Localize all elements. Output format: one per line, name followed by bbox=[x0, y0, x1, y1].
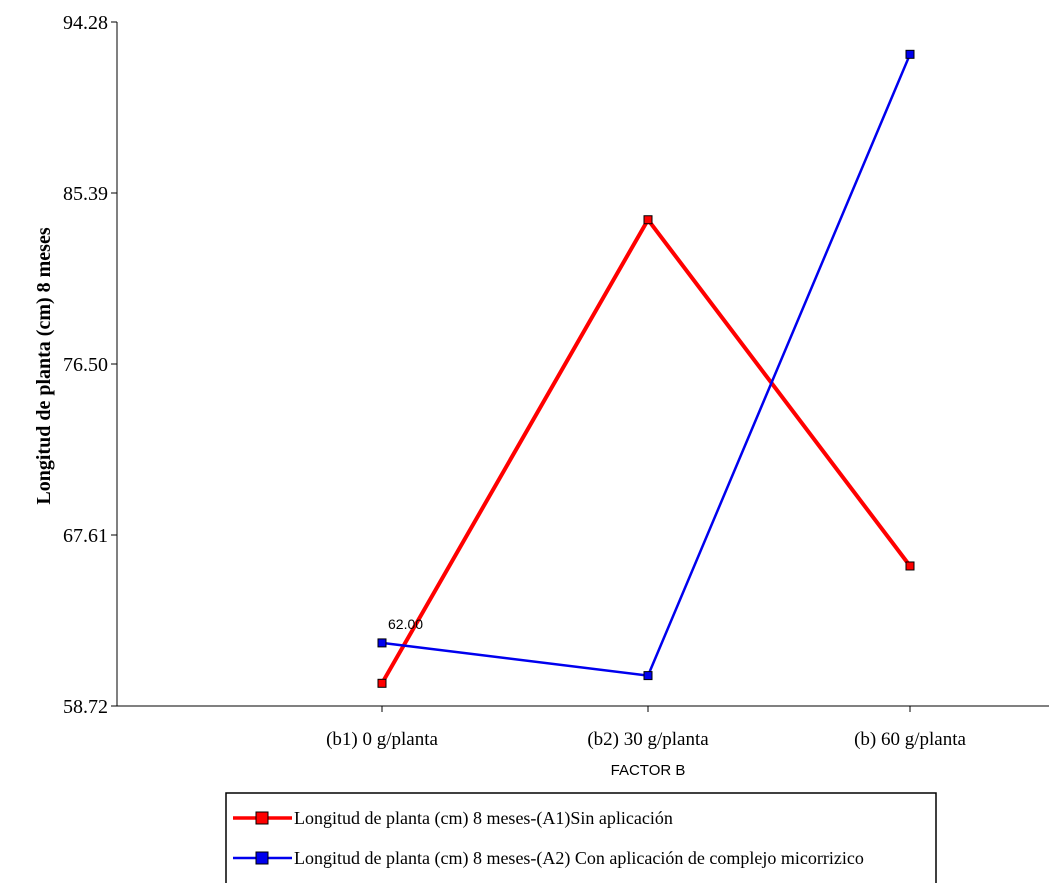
series-2-point bbox=[905, 49, 915, 59]
series-1-point bbox=[905, 561, 915, 571]
series-line-1 bbox=[380, 217, 912, 685]
legend-box bbox=[225, 792, 937, 888]
x-axis-title: FACTOR B bbox=[611, 762, 686, 779]
x-tick-label: (b) 60 g/planta bbox=[854, 729, 966, 750]
series-2-point bbox=[643, 671, 653, 681]
legend-marker-2 bbox=[255, 851, 269, 865]
legend-marker-1 bbox=[255, 811, 269, 825]
x-tick-label: (b1) 0 g/planta bbox=[326, 729, 438, 750]
y-tick-label: 76.50 bbox=[63, 354, 108, 376]
legend-label-2: Longitud de planta (cm) 8 meses-(A2) Con… bbox=[294, 848, 864, 869]
y-tick-label: 58.72 bbox=[63, 696, 108, 718]
series-1-point bbox=[377, 678, 387, 688]
y-tick-label: 94.28 bbox=[63, 12, 108, 34]
series-1-point bbox=[643, 215, 653, 225]
series-2-point bbox=[377, 638, 387, 648]
data-label: 62.00 bbox=[388, 616, 423, 632]
legend-label-1: Longitud de planta (cm) 8 meses-(A1)Sin … bbox=[294, 808, 673, 829]
y-tick-label: 85.39 bbox=[63, 183, 108, 205]
y-axis-title: Longitud de planta (cm) 8 meses bbox=[33, 227, 55, 504]
series-line-2 bbox=[381, 53, 912, 677]
x-tick-label: (b2) 30 g/planta bbox=[587, 729, 709, 750]
y-tick-label: 67.61 bbox=[63, 525, 108, 547]
